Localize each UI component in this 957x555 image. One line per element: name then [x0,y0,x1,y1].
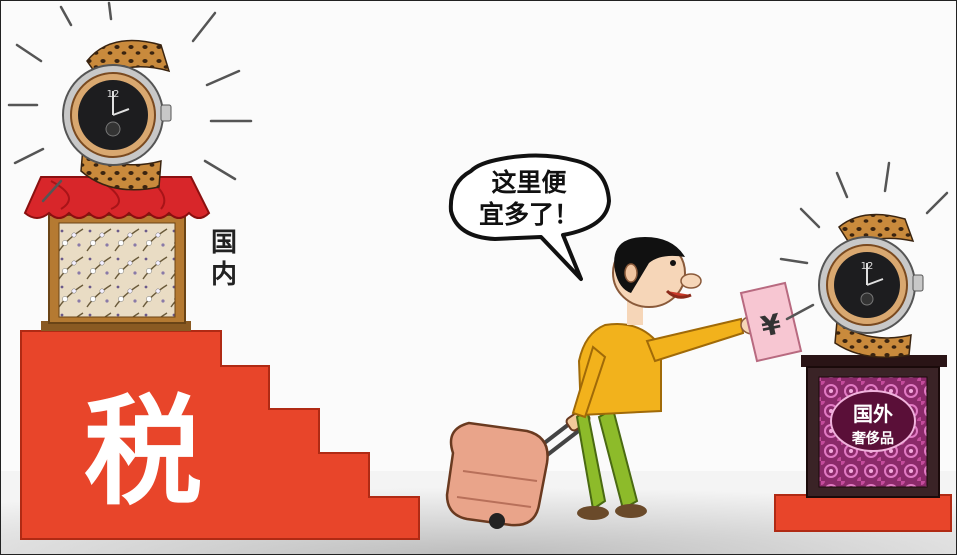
domestic-showcase [23,176,211,331]
speech-bubble: 这里便 宜多了！ [448,153,611,281]
suitcase [445,408,591,529]
price-tag: ¥ [739,281,803,363]
foreign-showcase: 国外 奢侈品 [774,355,952,532]
foreign-label-line1: 国外 [853,402,893,426]
foreign-watch: 12 [779,161,949,358]
domestic-watch: 12 [7,1,253,203]
foreign-label-line2: 奢侈品 [851,430,894,447]
tax-stairs [20,330,420,540]
speech-line1: 这里便 [491,168,567,197]
domestic-label-line1: 国 [211,228,237,258]
speech-line2: 宜多了！ [479,200,579,229]
domestic-label-line2: 内 [211,260,237,290]
blossom-panel [58,222,176,318]
tax-character: 税 [84,383,202,521]
traveler [445,237,766,529]
